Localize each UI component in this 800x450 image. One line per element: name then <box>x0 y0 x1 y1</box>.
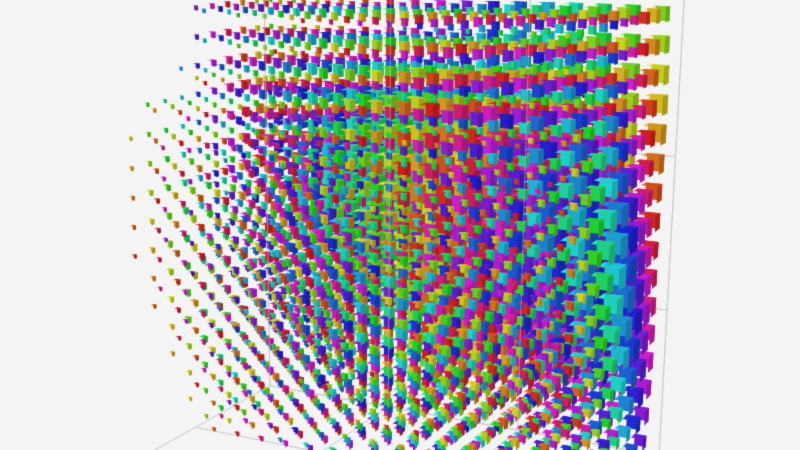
figure-container <box>0 0 800 450</box>
plot-canvas-3d-voxel-scatter[interactable] <box>0 0 800 450</box>
